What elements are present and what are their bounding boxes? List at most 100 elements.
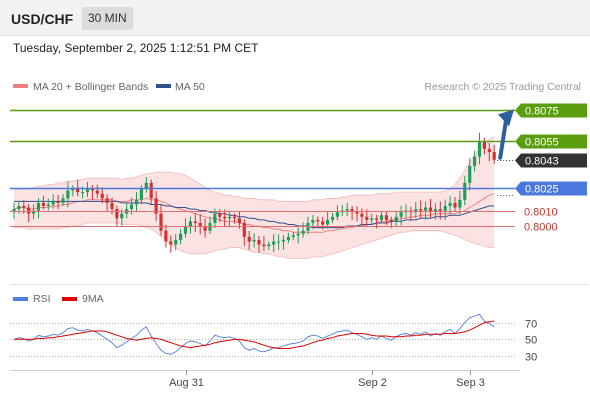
candle-body (198, 222, 202, 227)
candle (443, 199, 447, 220)
candle (115, 205, 119, 228)
timeframe-selector[interactable]: 30 MIN (82, 7, 133, 30)
candle-body (335, 212, 339, 217)
ma20-legend-swatch (13, 84, 28, 88)
candle (424, 201, 428, 220)
ma50-legend-label: MA 50 (175, 81, 205, 93)
rsi-legend-swatch (13, 297, 28, 301)
x-tick-label: Sep 2 (358, 377, 387, 389)
candle-body (316, 219, 320, 222)
candle-body (32, 210, 36, 214)
candle-body (51, 201, 55, 205)
candle-body (482, 141, 486, 149)
candle (267, 241, 271, 251)
rsi-tick-50: 50 (525, 335, 537, 347)
candle (203, 218, 207, 238)
candle-body (330, 216, 335, 220)
candle (316, 216, 320, 227)
candle (149, 179, 153, 204)
candle (223, 209, 227, 226)
ma20-legend-label: MA 20 + Bollinger Bands (33, 81, 148, 93)
candle-body (242, 222, 246, 237)
candle (61, 194, 65, 207)
candle-body (448, 202, 452, 206)
candle (242, 219, 246, 247)
candle (262, 235, 266, 251)
candle (51, 194, 55, 209)
bollinger-band-area (14, 136, 495, 259)
candle (286, 232, 290, 244)
candle (257, 236, 261, 253)
level-label-0.8010: 0.8010 (524, 207, 558, 219)
level-label-0.8055: 0.8055 (525, 137, 559, 149)
candle (100, 187, 104, 204)
candle (66, 181, 70, 208)
candle-body (223, 216, 227, 219)
candle-body (164, 230, 168, 242)
candle (326, 211, 330, 229)
forecast-arrow-head (498, 109, 514, 127)
candle-body (71, 189, 75, 191)
x-tick-label: Sep 3 (456, 377, 485, 389)
x-axis: Aug 31 Sep 2 Sep 3 (169, 370, 485, 389)
candle-body (296, 233, 300, 236)
candle-body (291, 235, 295, 237)
candle (428, 198, 433, 218)
candle (232, 213, 237, 224)
candle (350, 205, 354, 220)
candle (277, 234, 281, 250)
candle-body (301, 230, 305, 234)
candle-body (453, 202, 457, 208)
candle-body (326, 219, 330, 225)
candle-body (81, 192, 85, 194)
rsi-ma-legend-label: 9MA (82, 293, 104, 305)
candle-body (350, 209, 354, 213)
candle-body (179, 233, 183, 240)
candle-body (463, 182, 467, 200)
candle (399, 205, 403, 226)
candle-body (95, 190, 99, 194)
candle (159, 204, 163, 236)
candle-body (169, 241, 173, 245)
candle (247, 230, 251, 250)
candle (252, 233, 256, 248)
candle-body (144, 182, 148, 190)
candle (198, 214, 202, 235)
candle-body (120, 213, 124, 219)
candle (370, 213, 374, 226)
rsi-legend: RSI 9MA (13, 293, 104, 305)
candle (458, 190, 462, 215)
candle (41, 195, 45, 210)
candle-body (100, 193, 104, 199)
ma50-line (14, 200, 495, 229)
candle-body (46, 204, 50, 206)
candle-body (203, 226, 207, 231)
price-levels: 0.8075 0.8055 0.8025 0.8010 0.8000 0.8043 (10, 103, 587, 234)
candle-body (193, 221, 197, 223)
candle (438, 201, 442, 220)
candle-body (487, 148, 491, 153)
candle-body (477, 141, 482, 157)
candle (384, 211, 388, 225)
candle-body (272, 241, 276, 245)
candle (492, 144, 496, 164)
candle (355, 206, 359, 222)
candle-body (22, 206, 26, 208)
candle-body (27, 207, 31, 214)
candle (179, 229, 183, 245)
candle (12, 202, 16, 219)
candle (335, 205, 339, 221)
candle-body (105, 198, 109, 203)
forecast-arrow-shaft (498, 118, 508, 160)
rsi-ma-legend-swatch (62, 297, 77, 301)
candle (487, 142, 491, 162)
candle-body (237, 218, 241, 223)
candle (56, 194, 60, 210)
candle-body (419, 209, 423, 211)
candle (169, 235, 173, 253)
candle-body (252, 239, 256, 242)
candle-body (424, 207, 428, 211)
candle-body (360, 213, 364, 217)
candle (468, 158, 472, 191)
